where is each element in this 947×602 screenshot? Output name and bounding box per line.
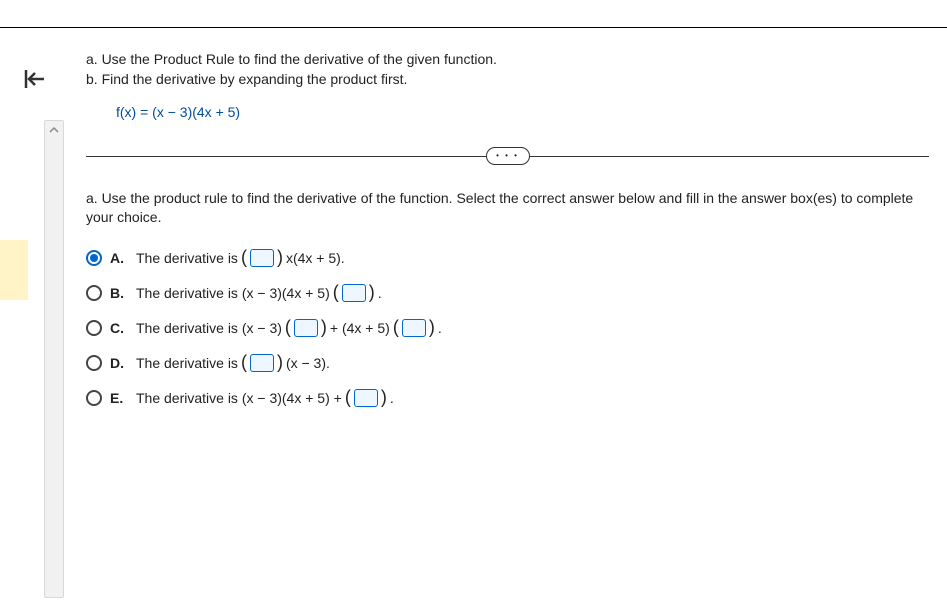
intro-line-b: b. Find the derivative by expanding the … <box>86 70 929 90</box>
highlight-block <box>0 240 28 300</box>
problem-intro: a. Use the Product Rule to find the deri… <box>86 50 929 123</box>
intro-line-a: a. Use the Product Rule to find the deri… <box>86 50 929 70</box>
choice-letter-E: E. <box>110 390 128 406</box>
choice-letter-B: B. <box>110 285 128 301</box>
scroll-up-button[interactable] <box>45 121 63 139</box>
choice-letter-D: D. <box>110 355 128 371</box>
section-a-prompt: a. Use the product rule to find the deri… <box>86 189 929 228</box>
radio-B[interactable] <box>86 285 102 301</box>
choice-B[interactable]: B. The derivative is (x − 3)(4x + 5) ( )… <box>86 283 929 304</box>
choice-C[interactable]: C. The derivative is (x − 3) ( ) + (4x +… <box>86 318 929 339</box>
scrollbar[interactable] <box>44 120 64 598</box>
choice-letter-C: C. <box>110 320 128 336</box>
arrow-left-bar-icon <box>22 66 48 92</box>
answer-box-C2[interactable] <box>402 319 426 337</box>
choice-text-E: The derivative is (x − 3)(4x + 5) + ( ) … <box>136 388 394 409</box>
section-a-text: a. Use the product rule to find the deri… <box>86 189 929 228</box>
formula: f(x) = (x − 3)(4x + 5) <box>116 103 929 123</box>
choice-text-D: The derivative is ( ) (x − 3). <box>136 353 330 374</box>
radio-E[interactable] <box>86 390 102 406</box>
chevron-up-icon <box>49 125 59 135</box>
answer-box-A[interactable] <box>250 249 274 267</box>
choice-letter-A: A. <box>110 250 128 266</box>
choice-A[interactable]: A. The derivative is ( ) x(4x + 5). <box>86 248 929 269</box>
left-panel <box>0 28 70 602</box>
expand-button[interactable]: • • • <box>486 147 530 165</box>
answer-box-B[interactable] <box>342 284 366 302</box>
choice-E[interactable]: E. The derivative is (x − 3)(4x + 5) + (… <box>86 388 929 409</box>
choice-text-C: The derivative is (x − 3) ( ) + (4x + 5)… <box>136 318 442 339</box>
radio-D[interactable] <box>86 355 102 371</box>
collapse-button[interactable] <box>18 62 52 96</box>
top-bar <box>0 0 947 28</box>
content-area: a. Use the Product Rule to find the deri… <box>86 50 929 602</box>
radio-A[interactable] <box>86 250 102 266</box>
choice-D[interactable]: D. The derivative is ( ) (x − 3). <box>86 353 929 374</box>
answer-box-D[interactable] <box>250 354 274 372</box>
choice-text-A: The derivative is ( ) x(4x + 5). <box>136 248 345 269</box>
answer-box-C1[interactable] <box>294 319 318 337</box>
radio-C[interactable] <box>86 320 102 336</box>
section-divider: • • • <box>86 147 929 165</box>
choice-text-B: The derivative is (x − 3)(4x + 5) ( ) . <box>136 283 382 304</box>
answer-box-E[interactable] <box>354 389 378 407</box>
choices-group: A. The derivative is ( ) x(4x + 5). B. T… <box>86 248 929 409</box>
